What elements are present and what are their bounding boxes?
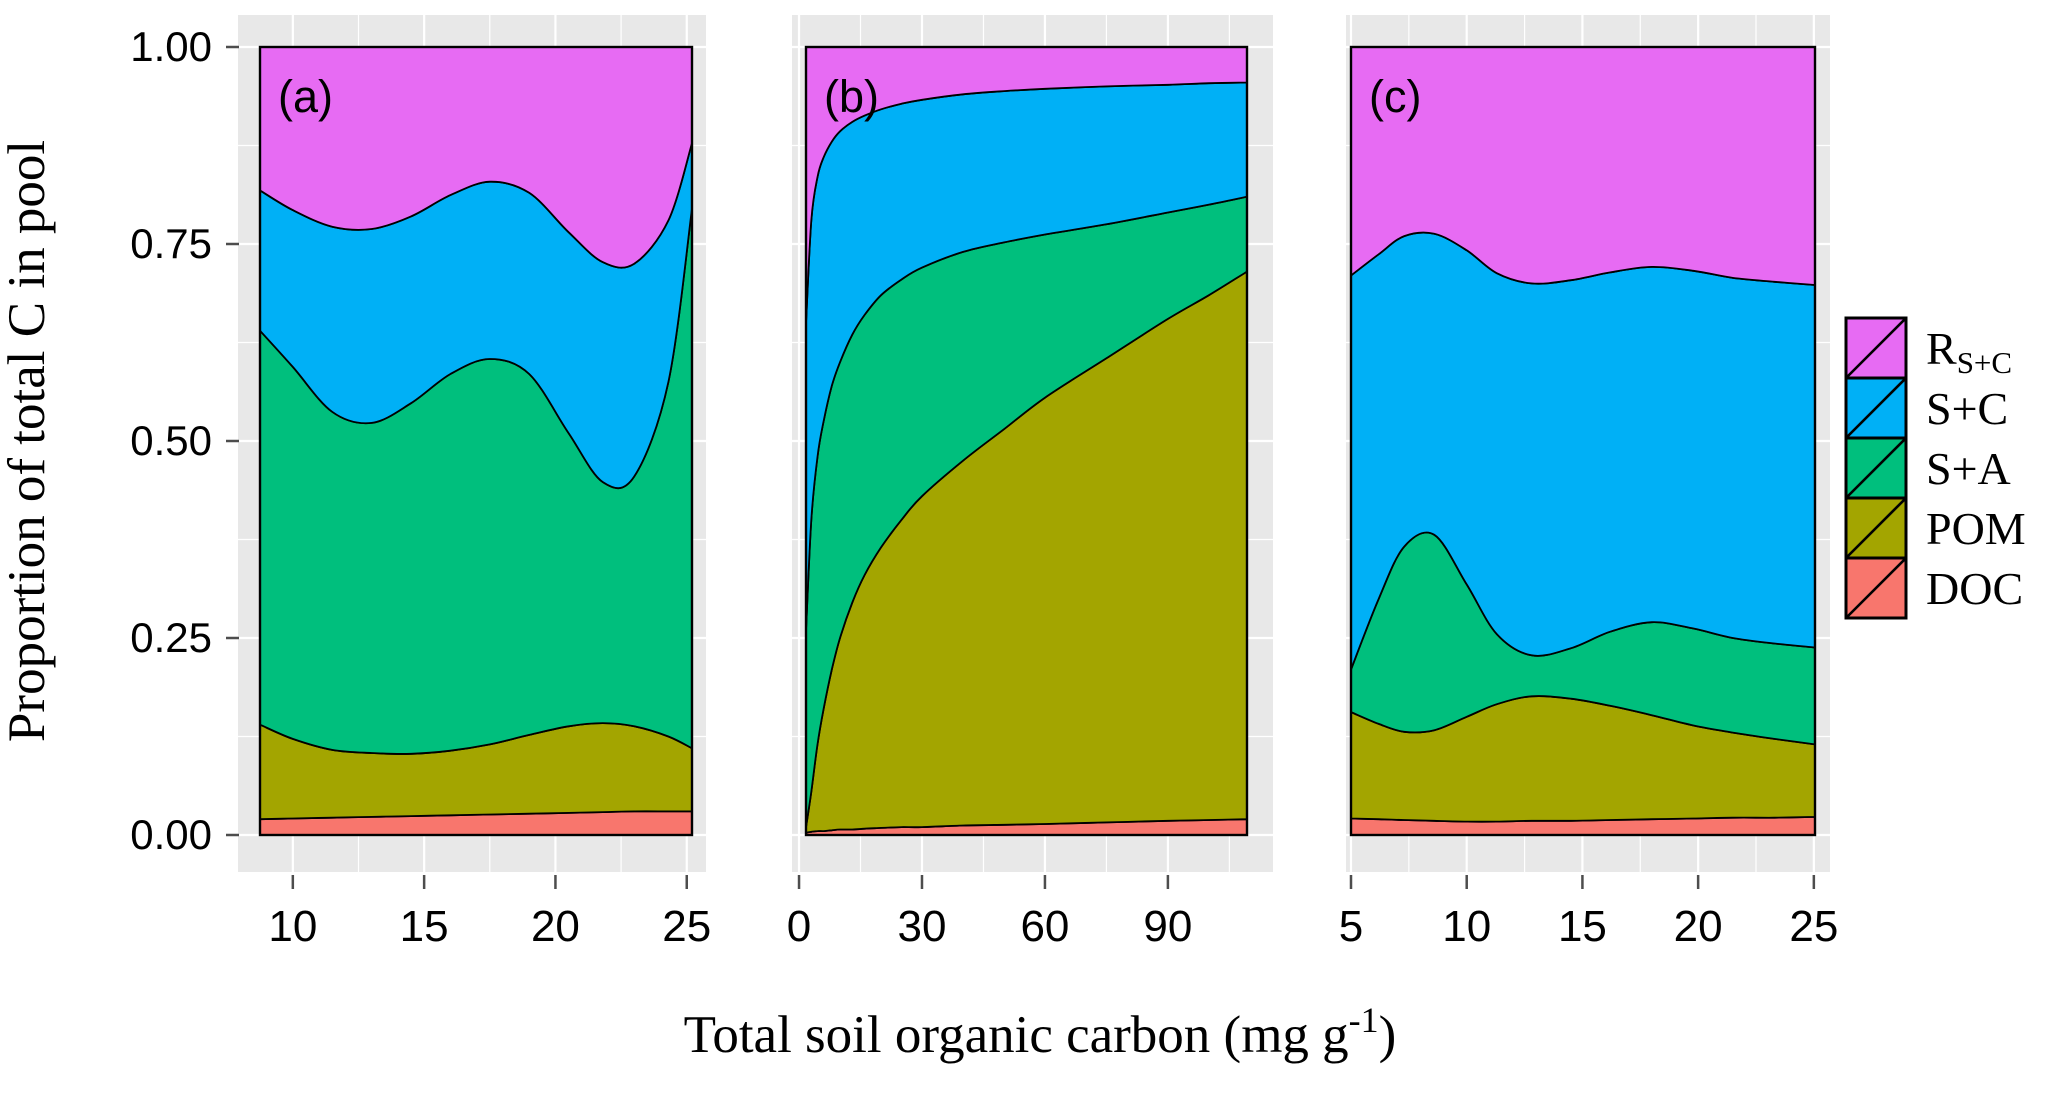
y-tick-label: 0.25 [130,614,212,661]
y-tick-label: 0.50 [130,417,212,464]
x-tick-label: 15 [1558,902,1607,951]
panel-label-a: (a) [278,71,333,122]
legend-label-sa: S+A [1926,443,2011,494]
y-tick-label: 0.75 [130,220,212,267]
legend-label-doc: DOC [1926,563,2023,614]
panel-label-b: (b) [824,71,879,122]
panel-frame [804,45,1249,837]
area-band-r-s-c [806,47,1247,323]
x-tick-label: 25 [662,902,711,951]
panel-c: 5 10 15 20 25 [1339,15,1838,951]
panel-b: 0 30 60 90 [787,15,1273,951]
x-tick-label: 10 [268,902,317,951]
legend-swatch-diagonal-icon [1845,557,1907,619]
panels-group: 10 15 20 25 0 30 60 90 5 10 15 20 25 [238,15,1838,951]
legend: RS+C S+C S+A POM DOC [1844,316,2026,620]
x-tick-label: 0 [787,902,811,951]
area-bands [1351,47,1815,835]
x-tick-label: 25 [1789,902,1838,951]
x-tick-label: 5 [1339,902,1363,951]
x-tick-label: 20 [531,902,580,951]
x-tick-label: 30 [898,902,947,951]
legend-swatch-diagonal-icon [1845,317,1907,379]
y-axis-title: Proportion of total C in pool [0,140,56,742]
legend-label-pom: POM [1926,503,2026,554]
x-tick-label: 15 [400,902,449,951]
panel-a: 10 15 20 25 [238,15,711,951]
x-tick-label: 10 [1442,902,1491,951]
legend-label-rsc: RS+C [1926,323,2012,380]
area-bands [260,47,692,835]
legend-swatch-diagonal-icon [1845,377,1907,439]
area-bands [806,47,1247,835]
x-tick-label: 20 [1674,902,1723,951]
y-tick-label: 0.00 [130,811,212,858]
legend-swatches [1844,316,1908,620]
legend-swatch-diagonal-icon [1845,437,1907,499]
panel-label-c: (c) [1369,71,1421,122]
y-tick-label: 1.00 [130,23,212,70]
legend-label-sc: S+C [1926,383,2008,434]
y-axis-tick-marks [226,45,239,837]
x-tick-label: 60 [1020,902,1069,951]
x-axis-title: Total soil organic carbon (mg g-1) [684,1000,1397,1064]
panel-frame [1349,45,1817,837]
legend-swatch-diagonal-icon [1845,497,1907,559]
area-band-r-s-c [1351,47,1815,286]
panel-frame [258,45,694,837]
x-tick-label: 90 [1143,902,1192,951]
